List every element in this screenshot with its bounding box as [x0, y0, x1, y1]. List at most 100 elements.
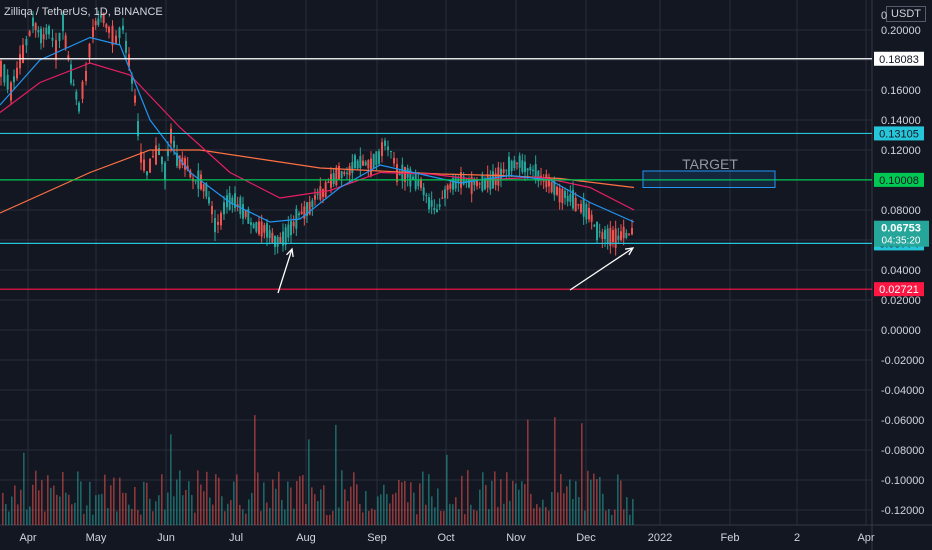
candle-body [19, 54, 21, 69]
volume-bar [125, 493, 127, 525]
volume-bar [44, 511, 46, 525]
candle-body [604, 229, 606, 240]
volume-bar [113, 477, 115, 525]
candle-body [545, 174, 548, 188]
volume-bar [566, 486, 568, 525]
volume-bar [245, 513, 247, 525]
volume-bar [284, 509, 286, 525]
volume-bar [311, 487, 313, 525]
ma-fast-line [0, 36, 635, 223]
candle-body [452, 178, 454, 190]
candle-body [566, 195, 569, 202]
volume-bar [188, 481, 190, 525]
candle-body [298, 213, 300, 216]
candle-body [378, 151, 380, 164]
volume-bar [299, 476, 301, 525]
candle-body [558, 187, 561, 203]
arrow-right-head [624, 247, 635, 256]
candle-body [189, 170, 192, 178]
volume-bar [458, 508, 460, 525]
volume-bar [296, 481, 298, 525]
volume-bar [158, 495, 160, 525]
volume-bar [404, 480, 406, 525]
candle-body [258, 221, 260, 235]
volume-bar [281, 499, 283, 525]
volume-bar [230, 500, 232, 525]
arrow-right [569, 247, 634, 291]
volume-bar [329, 514, 331, 525]
volume-bar [218, 477, 220, 525]
volume-bar [623, 509, 625, 525]
volume-bar [128, 504, 130, 525]
candle-body [420, 178, 422, 188]
candle-body [282, 231, 284, 246]
candle-body [155, 145, 157, 165]
volume-bar [224, 511, 226, 525]
candle-body [478, 183, 481, 185]
candle-body [292, 221, 295, 227]
volume-bar [98, 494, 100, 525]
y-tick-label: -0.04000 [881, 385, 924, 397]
candle-body [614, 228, 617, 248]
volume-bar [461, 475, 463, 525]
volume-bar [161, 474, 163, 525]
volume-bar [620, 480, 622, 525]
currency-badge[interactable]: USDT [886, 6, 926, 22]
candle-body [370, 158, 372, 176]
y-tick-label: 0.04000 [881, 265, 921, 277]
volume-bar [41, 480, 43, 525]
volume-bar [83, 513, 85, 525]
candle-body [561, 189, 564, 204]
candle-body [194, 180, 197, 182]
candle-body [140, 151, 142, 163]
candle-body [205, 183, 208, 197]
candle-body [588, 207, 590, 220]
candle-body [276, 236, 279, 247]
candle-body [263, 225, 266, 233]
x-tick-label: Aug [296, 532, 316, 544]
volume-bar [23, 452, 25, 525]
candle-body [122, 25, 124, 31]
candle-body [356, 160, 359, 169]
candle-body [505, 169, 508, 171]
candle-body [131, 76, 133, 84]
volume-bar [386, 494, 388, 525]
candle-body [417, 180, 420, 187]
candle-body [412, 176, 414, 180]
candle-body [338, 165, 340, 180]
volume-bar [536, 504, 538, 525]
volume-bar [140, 514, 142, 525]
candle-body [593, 224, 596, 227]
volume-bar [440, 510, 442, 525]
candle-body [85, 70, 87, 82]
chart-title: Zilliqa / TetherUS, 1D, BINANCE [4, 6, 163, 18]
volume-bar [383, 484, 385, 525]
volume-bar [221, 496, 223, 525]
candle-body [524, 161, 526, 173]
candle-body [314, 195, 316, 200]
volume-bar [584, 510, 586, 525]
volume-bar [20, 489, 22, 525]
volume-bar [323, 485, 325, 525]
volume-bar [212, 504, 214, 525]
volume-bar [473, 509, 475, 525]
volume-bar [563, 493, 565, 525]
volume-bar [539, 507, 541, 525]
volume-bar [137, 510, 139, 525]
volume-bar [503, 503, 505, 525]
volume-bar [443, 510, 445, 525]
candle-body [529, 166, 532, 171]
candle-body [564, 190, 566, 198]
y-tick-label: -0.02000 [881, 355, 924, 367]
candle-body [208, 197, 210, 204]
volume-bar [275, 488, 277, 525]
level-tag [874, 282, 924, 297]
candle-body [287, 224, 290, 238]
candle-body [362, 160, 364, 166]
candle-body [6, 74, 9, 90]
volume-bar [59, 496, 61, 525]
candle-body [164, 162, 166, 181]
volume-bar [626, 497, 628, 525]
candle-body [617, 235, 620, 240]
